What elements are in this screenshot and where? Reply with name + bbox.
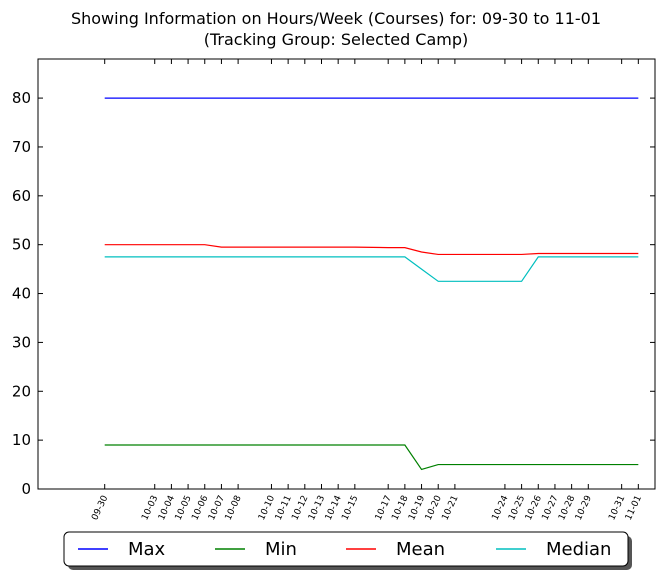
series-line-mean: [104, 244, 639, 256]
series-line-median: [104, 256, 639, 282]
plot-area: [38, 59, 655, 489]
y-tick-label: 0: [21, 480, 31, 498]
series-lines: [104, 97, 639, 471]
legend-label-max: Max: [128, 539, 166, 560]
series-line-min: [104, 444, 639, 471]
x-tick-label: 10-08: [224, 494, 244, 522]
y-tick-label: 40: [12, 285, 31, 303]
y-tick-label: 10: [12, 431, 31, 449]
y-axis: 0 10 20 30 40 50 60 70 80: [12, 89, 655, 498]
chart-title-line-2: (Tracking Group: Selected Camp): [204, 30, 469, 49]
legend: Max Min Mean Median: [63, 531, 632, 570]
chart-title-line-1: Showing Information on Hours/Week (Cours…: [71, 9, 601, 28]
y-tick-label: 70: [12, 138, 31, 156]
legend-label-median: Median: [546, 539, 611, 560]
plot-frame: [37, 58, 656, 490]
y-tick-label: 20: [12, 382, 31, 400]
legend-label-min: Min: [265, 539, 297, 560]
y-tick-label: 80: [12, 89, 31, 107]
y-tick-label: 50: [12, 236, 31, 254]
x-tick-label: 09-30: [90, 494, 110, 522]
legend-label-mean: Mean: [396, 539, 445, 560]
x-tick-label: 10-29: [574, 494, 594, 522]
y-tick-label: 60: [12, 187, 31, 205]
y-tick-label: 30: [12, 333, 31, 351]
